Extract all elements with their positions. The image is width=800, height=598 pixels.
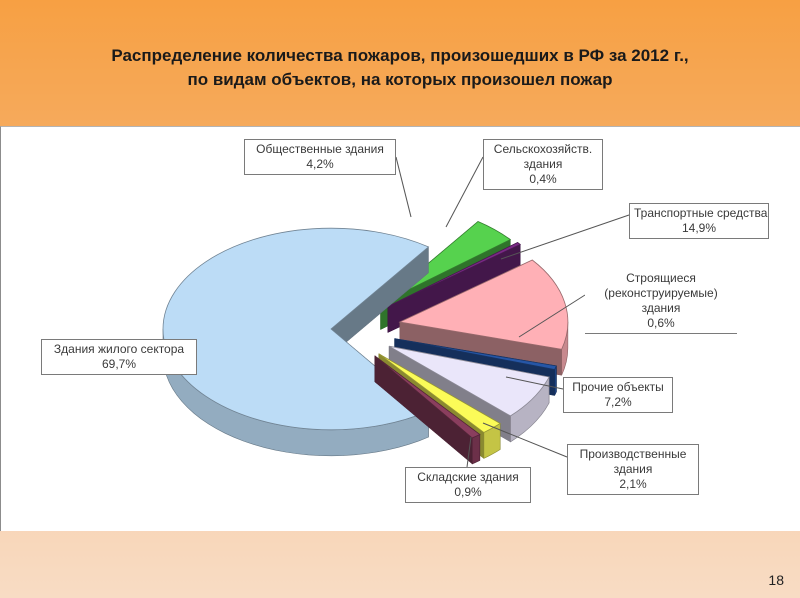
leader-line-other bbox=[505, 376, 564, 390]
chart-panel: Общественные здания 4,2% Сельскохозяйств… bbox=[0, 126, 800, 531]
label-public-name: Общественные здания bbox=[256, 142, 384, 156]
label-residential-value: 69,7% bbox=[101, 357, 137, 371]
label-warehouse: Складские здания 0,9% bbox=[405, 467, 531, 503]
label-industrial: Производственные здания 2,1% bbox=[567, 444, 699, 495]
label-residential-name: Здания жилого сектора bbox=[53, 342, 185, 356]
slice-rim-warehouse-0 bbox=[471, 433, 481, 465]
label-public: Общественные здания 4,2% bbox=[244, 139, 396, 175]
label-under-construction: Строящиеся (реконструируемые) здания 0,6… bbox=[585, 269, 737, 334]
label-industrial-value: 2,1% bbox=[619, 477, 647, 491]
label-other: Прочие объекты 7,2% bbox=[563, 377, 673, 413]
leader-line-industrial bbox=[482, 422, 568, 458]
label-public-value: 4,2% bbox=[306, 157, 334, 171]
slide-title-line-2: по видам объектов, на которых произошел … bbox=[187, 70, 613, 89]
leader-line-under-construction bbox=[518, 294, 586, 338]
slice-transport bbox=[398, 259, 569, 350]
label-industrial-name-1: Производственные bbox=[579, 447, 687, 461]
label-under-construction-name-3: здания bbox=[641, 301, 681, 315]
slide-title-line-1: Распределение количества пожаров, произо… bbox=[111, 46, 689, 65]
leader-line-public bbox=[395, 156, 412, 218]
label-transport-value: 14,9% bbox=[681, 221, 717, 235]
slice-residential bbox=[162, 227, 430, 431]
label-under-construction-name-2: (реконструируемые) bbox=[604, 286, 718, 300]
label-warehouse-name: Складские здания bbox=[417, 470, 519, 484]
leader-line-warehouse bbox=[466, 436, 472, 468]
label-agricultural-name-1: Сельскохозяйств. bbox=[493, 142, 593, 156]
label-other-value: 7,2% bbox=[604, 395, 632, 409]
label-under-construction-name-1: Строящиеся bbox=[626, 271, 696, 285]
label-other-name: Прочие объекты bbox=[572, 380, 664, 394]
slice-agricultural bbox=[387, 242, 522, 307]
page-number: 18 bbox=[768, 572, 784, 588]
slice-warehouse bbox=[374, 355, 481, 439]
label-transport-name: Транспортные средства bbox=[634, 206, 768, 220]
slice-industrial bbox=[378, 353, 501, 433]
pie-chart bbox=[162, 156, 630, 468]
label-residential: Здания жилого сектора 69,7% bbox=[41, 339, 197, 375]
leader-line-agricultural bbox=[445, 156, 484, 228]
label-transport: Транспортные средства 14,9% bbox=[629, 203, 769, 239]
slice-other bbox=[388, 345, 550, 417]
label-under-construction-value: 0,6% bbox=[647, 316, 675, 330]
label-agricultural: Сельскохозяйств. здания 0,4% bbox=[483, 139, 603, 190]
leader-line-transport bbox=[500, 214, 630, 260]
label-agricultural-name-2: здания bbox=[523, 157, 563, 171]
slice-rim-under_construction-0 bbox=[554, 365, 557, 396]
label-industrial-name-2: здания bbox=[613, 462, 653, 476]
label-agricultural-value: 0,4% bbox=[529, 172, 557, 186]
label-warehouse-value: 0,9% bbox=[454, 485, 482, 499]
slide-title: Распределение количества пожаров, произо… bbox=[0, 44, 800, 92]
slice-under_construction bbox=[394, 338, 557, 370]
